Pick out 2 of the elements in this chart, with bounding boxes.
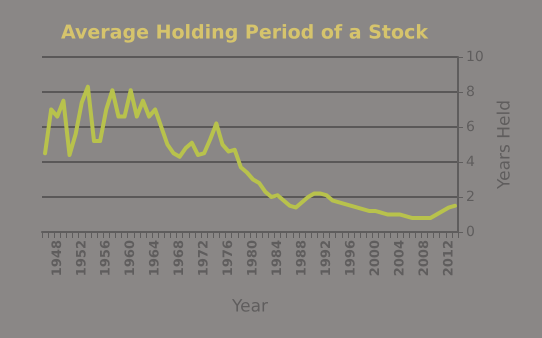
chart-title: Average Holding Period of a Stock xyxy=(61,22,428,44)
line-series xyxy=(43,84,457,220)
